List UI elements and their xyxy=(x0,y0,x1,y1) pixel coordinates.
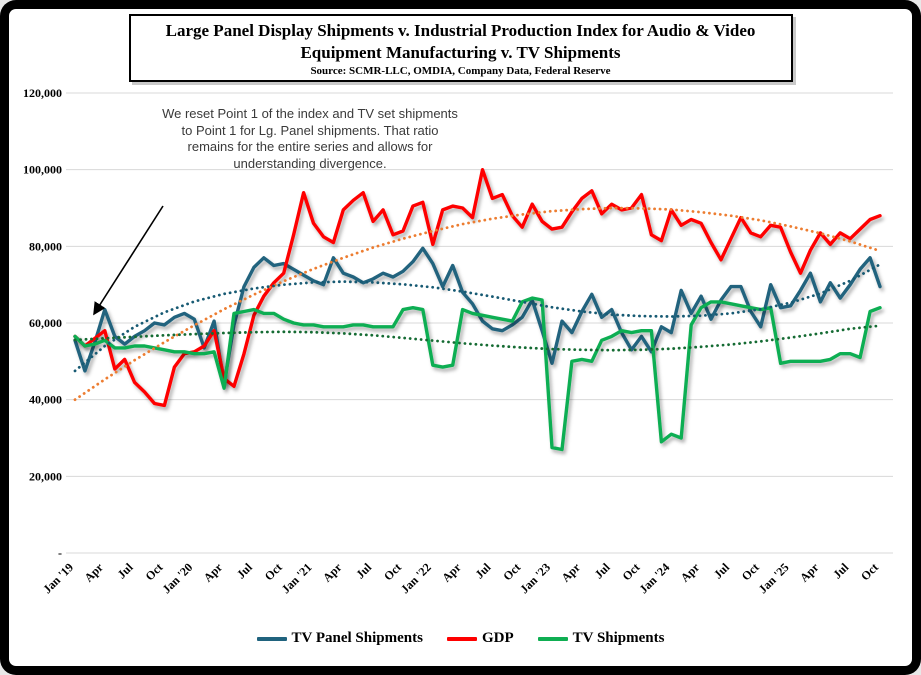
y-axis-tick-label: 120,000 xyxy=(23,86,62,100)
x-axis-tick-label: Oct xyxy=(381,560,404,583)
y-axis-tick-label: 60,000 xyxy=(29,316,62,330)
trendline-tv-shipments-trend xyxy=(73,324,882,352)
annotation-note: We reset Point 1 of the index and TV set… xyxy=(162,106,458,171)
x-axis-tick-label: Jul xyxy=(234,560,256,582)
y-axis-tick-label: 80,000 xyxy=(29,239,62,253)
series-line-tv-panel-shipments xyxy=(73,246,882,386)
series-line-gdp xyxy=(73,167,882,408)
x-axis-tick-label: Oct xyxy=(739,560,762,583)
x-axis-tick-label: Oct xyxy=(858,560,881,583)
x-axis-tick-label: Jan '23 xyxy=(517,560,553,596)
annotation-arrow xyxy=(93,205,164,316)
x-axis-tick-label: Apr xyxy=(201,560,226,585)
x-axis-tick-label: Jul xyxy=(592,560,614,582)
x-axis-tick-label: Apr xyxy=(439,560,464,585)
legend-item-tv-shipments: TV Shipments xyxy=(537,630,665,647)
y-axis-tick-label: - xyxy=(58,546,62,560)
trend-lines xyxy=(73,206,882,402)
y-axis-labels: 120,000 100,000 80,000 60,000 40,000 20,000 - xyxy=(23,86,62,560)
series-lines xyxy=(73,167,882,452)
chart-legend: TV Panel Shipments GDP TV Shipments xyxy=(0,630,921,647)
x-axis-tick-label: Jul xyxy=(353,560,375,582)
x-axis-tick-label: Jul xyxy=(711,560,733,582)
chart-canvas xyxy=(9,9,912,666)
series-line-tv-shipments xyxy=(73,296,882,452)
x-axis-tick-label: Apr xyxy=(320,560,345,585)
x-axis-tick-label: Jul xyxy=(472,560,494,582)
gridlines xyxy=(66,92,893,554)
x-axis-tick-label: Oct xyxy=(142,560,165,583)
x-axis-tick-label: Oct xyxy=(500,560,523,583)
legend-item-tv-panel-shipments: TV Panel Shipments xyxy=(256,630,423,647)
y-axis-tick-label: 40,000 xyxy=(29,393,62,407)
x-axis-tick-label: Jan '24 xyxy=(636,560,672,596)
y-axis-tick-label: 100,000 xyxy=(23,163,62,177)
chart-source: Source: SCMR-LLC, OMDIA, Company Data, F… xyxy=(310,64,611,77)
x-axis-tick-label: Jan '21 xyxy=(279,560,315,596)
x-axis-tick-label: Jan '22 xyxy=(398,560,434,596)
legend-item-gdp: GDP xyxy=(446,630,514,647)
legend-label: TV Panel Shipments xyxy=(291,630,423,646)
x-axis-tick-label: Apr xyxy=(81,560,106,585)
x-axis-tick-label: Apr xyxy=(678,560,703,585)
x-axis-tick-label: Apr xyxy=(797,560,822,585)
title-box: Large Panel Display Shipments v. Industr… xyxy=(128,14,793,82)
chart-title: Large Panel Display Shipments v. Industr… xyxy=(165,21,756,62)
x-axis-tick-label: Apr xyxy=(558,560,583,585)
legend-swatch-tv-shipments xyxy=(537,636,568,641)
x-axis-tick-label: Oct xyxy=(262,560,285,583)
trendline-tv-panel-shipments-trend xyxy=(73,262,882,373)
legend-swatch-tv-panel-shipments xyxy=(256,636,287,641)
x-axis-tick-label: Jul xyxy=(115,560,137,582)
x-axis-tick-label: Jan '20 xyxy=(159,560,195,596)
legend-label: GDP xyxy=(481,630,514,646)
legend-label: TV Shipments xyxy=(572,630,665,646)
x-axis-tick-label: Oct xyxy=(620,560,643,583)
y-axis-tick-label: 20,000 xyxy=(29,469,62,483)
x-axis-tick-label: Jan '19 xyxy=(40,560,76,596)
x-axis-tick-label: Jul xyxy=(830,560,852,582)
x-axis-tick-label: Jan '25 xyxy=(756,560,792,596)
legend-swatch-gdp xyxy=(446,636,477,641)
